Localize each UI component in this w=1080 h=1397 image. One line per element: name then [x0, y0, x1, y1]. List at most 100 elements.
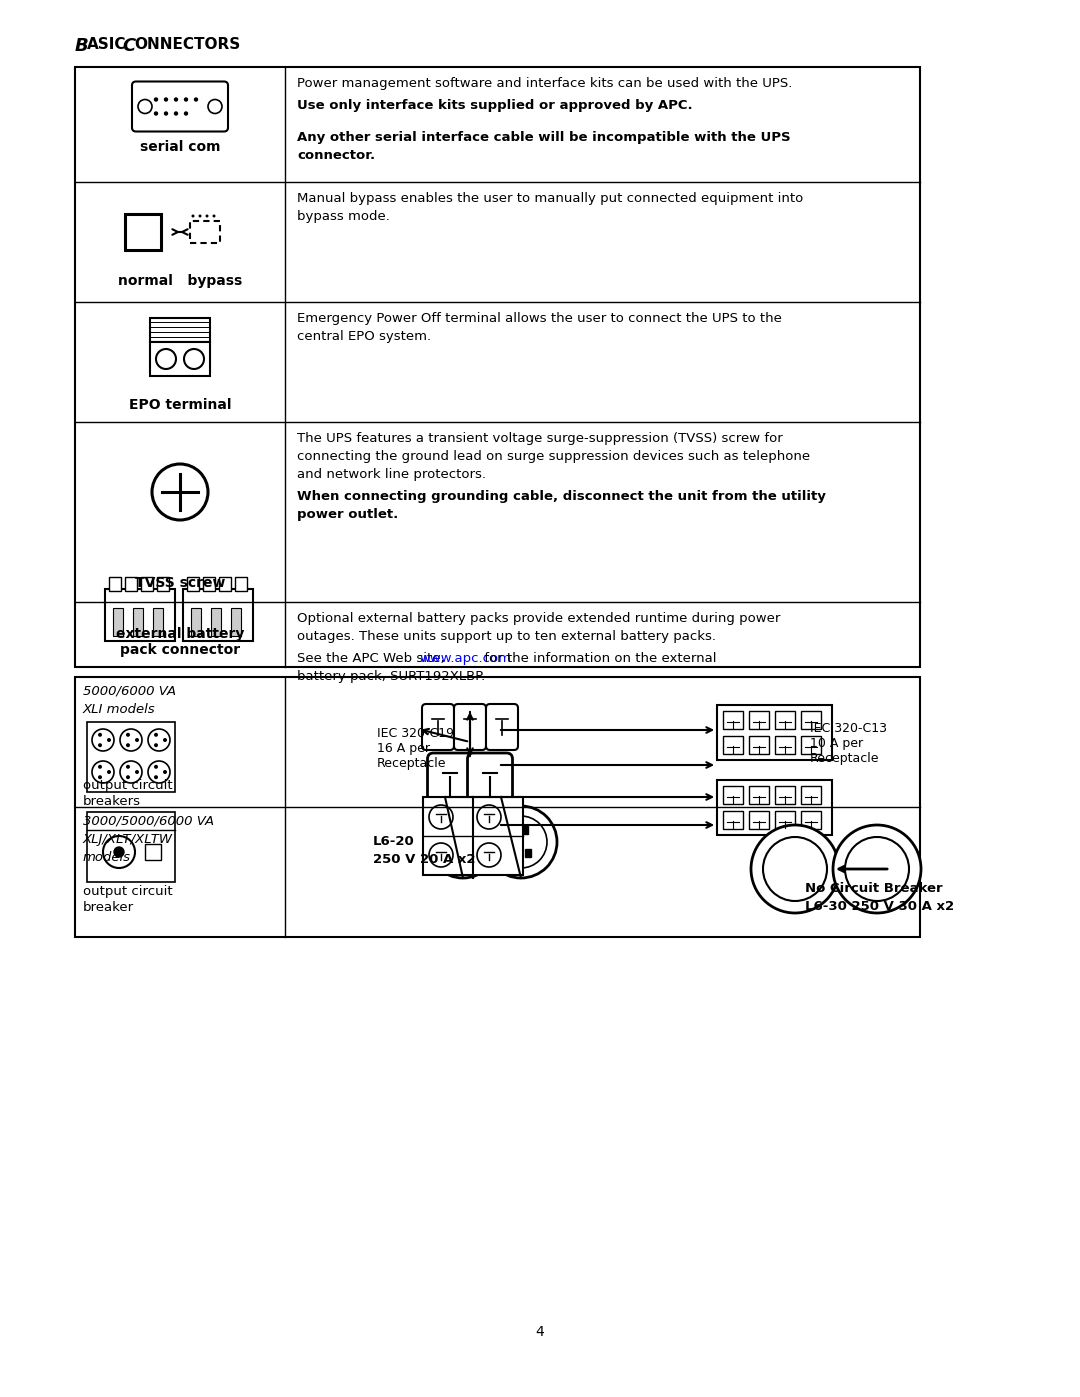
Circle shape — [427, 806, 499, 877]
Bar — [775, 787, 795, 805]
Text: ASIC: ASIC — [87, 36, 126, 52]
Bar — [801, 787, 821, 805]
Bar — [723, 711, 743, 729]
Bar — [109, 577, 121, 591]
Text: Receptacle: Receptacle — [377, 757, 446, 770]
Bar — [464, 826, 471, 834]
Text: XLI models: XLI models — [83, 703, 156, 717]
Text: Power management software and interface kits can be used with the UPS.: Power management software and interface … — [297, 77, 793, 89]
Circle shape — [429, 842, 453, 868]
Text: power outlet.: power outlet. — [297, 509, 399, 521]
Bar — [150, 319, 210, 342]
Bar — [723, 787, 743, 805]
Circle shape — [184, 349, 204, 369]
FancyBboxPatch shape — [422, 704, 454, 750]
Bar — [523, 826, 528, 834]
Text: serial com: serial com — [139, 140, 220, 154]
Text: normal   bypass: normal bypass — [118, 274, 242, 288]
Circle shape — [114, 847, 124, 856]
Text: and network line protectors.: and network line protectors. — [297, 468, 486, 481]
Bar — [113, 608, 123, 636]
Text: connector.: connector. — [297, 149, 375, 162]
Bar — [203, 577, 215, 591]
Text: ONNECTORS: ONNECTORS — [134, 36, 240, 52]
Circle shape — [154, 775, 158, 780]
Circle shape — [126, 743, 130, 747]
Text: external battery: external battery — [116, 627, 244, 641]
Bar — [723, 736, 743, 754]
Bar — [775, 711, 795, 729]
Circle shape — [153, 112, 158, 116]
Bar — [750, 812, 769, 828]
Text: 16 A per: 16 A per — [377, 742, 430, 754]
Text: 250 V 20 A x2: 250 V 20 A x2 — [373, 854, 475, 866]
Circle shape — [191, 215, 194, 218]
Circle shape — [126, 775, 130, 780]
Text: 10 A per: 10 A per — [810, 738, 863, 750]
Bar — [105, 588, 175, 640]
Circle shape — [164, 112, 168, 116]
Text: Receptacle: Receptacle — [810, 752, 879, 766]
Text: 3000/5000/6000 VA: 3000/5000/6000 VA — [83, 814, 214, 828]
Bar — [775, 736, 795, 754]
Bar — [87, 722, 175, 792]
Circle shape — [184, 98, 188, 102]
Circle shape — [126, 733, 130, 736]
Text: breakers: breakers — [83, 795, 141, 807]
Circle shape — [199, 215, 202, 218]
Circle shape — [120, 729, 141, 752]
Text: models: models — [83, 851, 131, 863]
Text: 4: 4 — [536, 1324, 544, 1338]
Text: output circuit: output circuit — [83, 780, 173, 792]
Circle shape — [174, 112, 178, 116]
Text: Emergency Power Off terminal allows the user to connect the UPS to the: Emergency Power Off terminal allows the … — [297, 312, 782, 326]
Circle shape — [135, 770, 139, 774]
Circle shape — [495, 816, 546, 868]
Text: Manual bypass enables the user to manually put connected equipment into: Manual bypass enables the user to manual… — [297, 191, 804, 205]
Bar — [157, 577, 168, 591]
FancyBboxPatch shape — [132, 81, 228, 131]
Text: Any other serial interface cable will be incompatible with the UPS: Any other serial interface cable will be… — [297, 131, 791, 144]
Bar — [750, 711, 769, 729]
Circle shape — [107, 770, 111, 774]
Text: pack connector: pack connector — [120, 643, 240, 657]
Bar — [87, 812, 175, 882]
Circle shape — [845, 837, 909, 901]
Text: TVSS screw: TVSS screw — [135, 576, 226, 590]
Bar — [750, 736, 769, 754]
Bar — [775, 812, 795, 828]
Text: EPO terminal: EPO terminal — [129, 398, 231, 412]
Text: output circuit: output circuit — [83, 886, 173, 898]
Circle shape — [213, 215, 216, 218]
Text: B: B — [75, 36, 89, 54]
Circle shape — [152, 464, 208, 520]
Text: battery pack, SURT192XLBP.: battery pack, SURT192XLBP. — [297, 671, 485, 683]
Circle shape — [833, 826, 921, 914]
Bar — [211, 608, 221, 636]
Circle shape — [98, 775, 102, 780]
FancyBboxPatch shape — [454, 704, 486, 750]
Circle shape — [205, 215, 208, 218]
Circle shape — [193, 98, 199, 102]
Circle shape — [174, 98, 178, 102]
Bar — [191, 608, 201, 636]
Text: bypass mode.: bypass mode. — [297, 210, 390, 224]
Circle shape — [751, 826, 839, 914]
Bar — [133, 608, 143, 636]
Bar — [75, 678, 920, 937]
Circle shape — [154, 743, 158, 747]
Circle shape — [208, 99, 222, 113]
Text: XLJ/XLT/XLTW: XLJ/XLT/XLTW — [83, 833, 173, 847]
Bar — [219, 577, 231, 591]
Bar — [145, 844, 161, 861]
Text: No Circuit Breaker: No Circuit Breaker — [805, 882, 943, 895]
Circle shape — [98, 764, 102, 768]
Circle shape — [98, 733, 102, 736]
FancyBboxPatch shape — [428, 753, 473, 817]
Circle shape — [153, 98, 158, 102]
Text: Optional external battery packs provide extended runtime during power: Optional external battery packs provide … — [297, 612, 781, 624]
Bar — [801, 711, 821, 729]
Bar — [125, 577, 137, 591]
Circle shape — [98, 743, 102, 747]
Circle shape — [135, 738, 139, 742]
